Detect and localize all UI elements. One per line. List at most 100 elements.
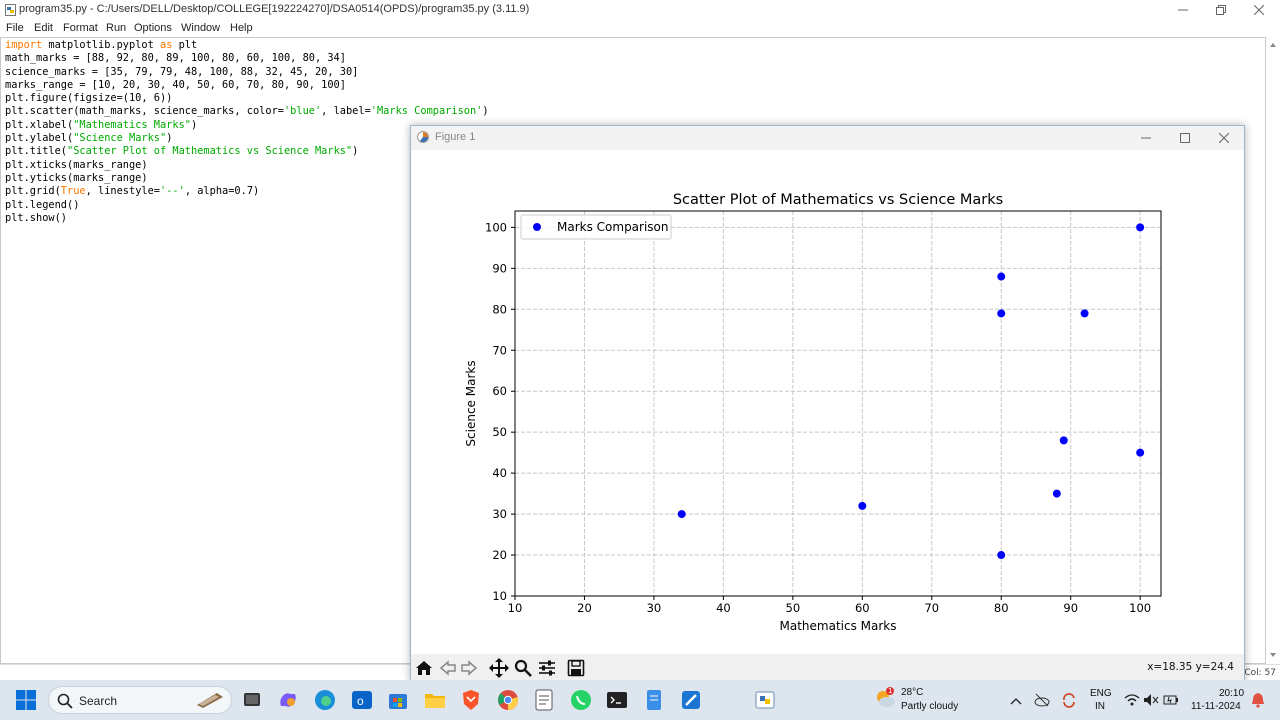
back-button[interactable] (438, 658, 458, 678)
close-button[interactable] (1240, 0, 1278, 20)
plot-canvas[interactable]: 10 20 30 40 50 60 70 80 90 100 10 20 30 40 50 60 70 80 90 1… (411, 150, 1244, 654)
code-line[interactable]: plt.legend() (5, 199, 489, 212)
scatter-point (997, 309, 1006, 318)
wifi-icon[interactable] (1124, 693, 1140, 707)
chrome-icon (498, 690, 518, 710)
code-line[interactable]: science_marks = [35, 79, 79, 48, 100, 88… (5, 66, 489, 79)
weather-icon (877, 687, 895, 707)
menu-format[interactable]: Format (63, 22, 98, 34)
configure-button[interactable] (537, 658, 557, 678)
cloud-sync-icon[interactable] (1034, 692, 1050, 708)
python-app[interactable] (753, 688, 777, 712)
code-line[interactable]: plt.xlabel("Mathematics Marks") (5, 119, 489, 132)
weather-badge: 1 (888, 687, 893, 695)
code-line[interactable]: plt.scatter(math_marks, science_marks, c… (5, 105, 489, 118)
code-line[interactable]: plt.yticks(marks_range) (5, 172, 489, 185)
terminal-app[interactable] (605, 688, 629, 712)
code-text[interactable]: import matplotlib.pyplot as plt math_mark… (5, 39, 489, 225)
taskbar-search[interactable]: Search (48, 686, 232, 714)
code-line[interactable]: plt.ylabel("Science Marks") (5, 132, 489, 145)
code-line[interactable]: plt.figure(figsize=(10, 6)) (5, 92, 489, 105)
code-line[interactable]: plt.xticks(marks_range) (5, 159, 489, 172)
code-token: plt.title( (5, 145, 67, 158)
menu-options[interactable]: Options (134, 22, 172, 34)
window-title: program35.py - C:/Users/DELL/Desktop/COL… (19, 3, 530, 15)
code-token: ) (352, 145, 359, 158)
outlook-app[interactable]: o (350, 688, 374, 712)
minimize-button[interactable] (1164, 0, 1202, 20)
notification-bell-icon[interactable] (1251, 692, 1265, 708)
clock-date[interactable]: 11-11-2024 (1191, 701, 1241, 712)
code-token: True (60, 185, 86, 198)
figure-maximize-button[interactable] (1166, 126, 1204, 150)
y-tick-label: 10 (492, 589, 507, 603)
menu-help[interactable]: Help (230, 22, 253, 34)
start-button[interactable] (14, 688, 38, 712)
refresh-icon[interactable] (1061, 692, 1077, 708)
y-tick-label: 40 (492, 466, 507, 480)
back-icon (439, 660, 456, 676)
menu-run[interactable]: Run (106, 22, 127, 34)
menu-file[interactable]: File (6, 22, 24, 34)
code-token: plt.grid( (5, 185, 61, 198)
brave-app[interactable] (459, 688, 483, 712)
document-icon (647, 690, 661, 710)
whatsapp-app[interactable] (569, 688, 593, 712)
x-tick-label: 100 (1129, 601, 1151, 615)
clock-time[interactable]: 20:10 (1219, 688, 1245, 699)
windows-icon (16, 690, 36, 710)
python-file-icon (5, 4, 16, 16)
code-line[interactable]: math_marks = [88, 92, 80, 89, 100, 80, 6… (5, 52, 489, 65)
figure-title: Figure 1 (435, 131, 476, 143)
close-icon (1219, 133, 1229, 143)
y-tick-label: 70 (492, 343, 507, 357)
zoom-button[interactable] (513, 658, 533, 678)
forward-button[interactable] (459, 658, 479, 678)
terminal-icon (607, 692, 627, 708)
copilot-app[interactable] (276, 688, 300, 712)
code-line[interactable]: marks_range = [10, 20, 30, 40, 50, 60, 7… (5, 79, 489, 92)
python-icon (755, 691, 775, 709)
column-indicator: Col: 57 (1244, 668, 1276, 678)
x-tick-label: 60 (855, 601, 870, 615)
code-token: 'blue' (283, 105, 322, 118)
menu-edit[interactable]: Edit (34, 22, 53, 34)
edge-app[interactable] (313, 688, 337, 712)
scatter-point (1059, 436, 1068, 445)
file-explorer-app[interactable] (423, 688, 447, 712)
save-button[interactable] (566, 658, 586, 678)
home-icon (416, 661, 432, 675)
code-line[interactable]: import matplotlib.pyplot as plt (5, 39, 489, 52)
paint-app[interactable] (679, 688, 703, 712)
maximize-button[interactable] (1202, 0, 1240, 20)
code-line[interactable]: plt.show() (5, 212, 489, 225)
search-label: Search (79, 694, 118, 708)
code-line[interactable]: plt.grid(True, linestyle='--', alpha=0.7… (5, 185, 489, 198)
brave-icon (463, 690, 479, 710)
figure-close-button[interactable] (1205, 126, 1243, 150)
figure-toolbar: x=18.35 y=24.4 (411, 654, 1244, 682)
language-indicator[interactable]: ENG (1090, 688, 1112, 699)
home-button[interactable] (414, 658, 434, 678)
weather-widget[interactable]: 1 (874, 687, 896, 711)
task-view-button[interactable] (240, 688, 264, 712)
store-app[interactable] (386, 688, 410, 712)
notepad-app[interactable] (532, 688, 556, 712)
code-token: import (5, 39, 43, 51)
chrome-app[interactable] (496, 688, 520, 712)
folder-icon (425, 694, 445, 708)
chevron-up-icon[interactable] (1010, 696, 1022, 706)
figure-minimize-button[interactable] (1127, 126, 1165, 150)
code-line[interactable]: plt.title("Scatter Plot of Mathematics v… (5, 145, 489, 158)
speaker-muted-icon[interactable] (1143, 693, 1159, 707)
menu-window[interactable]: Window (181, 22, 221, 34)
code-token: , linestyle= (85, 185, 161, 198)
pan-button[interactable] (489, 658, 509, 678)
document-app[interactable] (642, 688, 666, 712)
x-tick-label: 10 (508, 601, 523, 615)
battery-icon[interactable] (1163, 693, 1179, 707)
outlook-icon: o (352, 691, 372, 709)
restore-icon (1216, 5, 1226, 15)
taskbar: Search o (0, 680, 1280, 720)
editor-scrollbar[interactable] (1266, 37, 1280, 664)
